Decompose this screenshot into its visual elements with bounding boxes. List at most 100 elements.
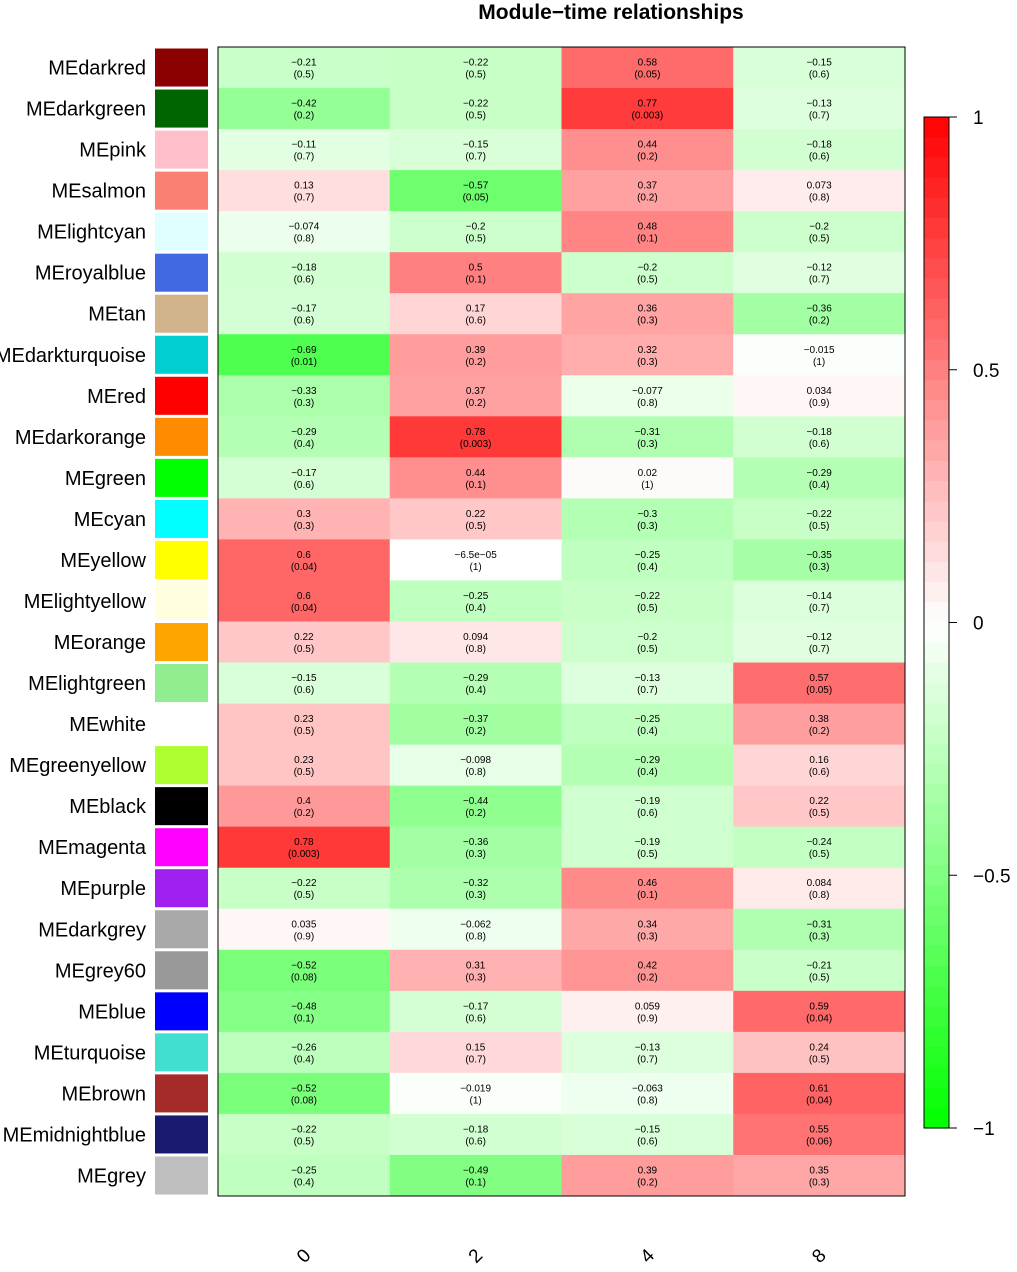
legend-color-step	[924, 561, 949, 583]
cell-correlation-label: −0.69	[291, 345, 317, 356]
column-labels: 0 2 4 8	[293, 1245, 831, 1268]
heatmap-cell	[218, 1031, 391, 1074]
column-label: 0	[293, 1245, 315, 1267]
cell-correlation-label: −0.12	[806, 632, 832, 643]
heatmap-cell	[733, 416, 906, 458]
cell-correlation-label: −0.29	[291, 427, 317, 438]
column-label: 2	[465, 1245, 487, 1267]
cell-correlation-label: 0.59	[809, 1001, 829, 1012]
legend-color-step	[924, 642, 949, 664]
cell-correlation-label: −0.42	[291, 99, 317, 110]
cell-pvalue-label: (0.7)	[294, 152, 315, 163]
legend-color-step	[924, 501, 949, 522]
cell-correlation-label: −0.37	[463, 714, 489, 725]
heatmap-cell	[561, 47, 734, 89]
legend-color-step	[924, 1107, 949, 1129]
heatmap-cell	[733, 498, 906, 540]
legend-tick-label: 0.5	[973, 361, 999, 382]
heatmap-cell	[218, 252, 391, 294]
legend-color-step	[924, 683, 949, 704]
cell-correlation-label: −0.15	[463, 140, 489, 151]
cell-pvalue-label: (0.4)	[294, 1054, 315, 1065]
heatmap-cell	[218, 293, 391, 335]
cell-correlation-label: 0.55	[809, 1124, 829, 1135]
heatmap-cell	[561, 703, 734, 746]
cell-pvalue-label: (0.2)	[294, 111, 315, 122]
heatmap-cell	[733, 1031, 906, 1074]
legend-color-step	[924, 764, 949, 785]
cell-correlation-label: 0.16	[809, 755, 829, 766]
legend-color-step	[924, 703, 949, 725]
heatmap-cell	[389, 990, 562, 1033]
heatmap-cell	[733, 908, 906, 951]
cell-correlation-label: −6.5e−05	[454, 550, 497, 561]
cell-pvalue-label: (0.3)	[809, 931, 830, 942]
cell-correlation-label: −0.3	[638, 509, 658, 520]
cell-correlation-label: 0.059	[635, 1001, 660, 1012]
heatmap-cell	[218, 867, 391, 910]
heatmap-cell	[733, 744, 906, 787]
cell-pvalue-label: (0.7)	[465, 1054, 486, 1065]
heatmap-cell	[218, 908, 391, 951]
column-label: 4	[637, 1245, 660, 1268]
heatmap-cell	[561, 908, 734, 951]
cell-correlation-label: 0.4	[297, 796, 311, 807]
heatmap-cell	[561, 375, 734, 417]
legend-color-step	[924, 844, 949, 866]
cell-pvalue-label: (0.5)	[809, 1054, 830, 1065]
legend-color-step	[924, 1026, 949, 1048]
row-label: MEcyan	[74, 509, 146, 531]
heatmap-cell	[733, 1113, 906, 1156]
cell-pvalue-label: (0.003)	[460, 439, 492, 450]
row-label: MEmidnightblue	[3, 1124, 146, 1146]
heatmap-cell	[561, 293, 734, 335]
heatmap-cell	[733, 47, 906, 89]
heatmap-cell	[733, 170, 906, 212]
heatmap-cell	[389, 47, 562, 89]
module-swatch-MEtan	[155, 294, 208, 333]
cell-pvalue-label: (0.5)	[809, 849, 830, 860]
cell-correlation-label: 0.22	[809, 796, 829, 807]
cell-pvalue-label: (0.2)	[465, 808, 486, 819]
cell-correlation-label: 0.5	[469, 263, 483, 274]
legend-tick-label: −0.5	[973, 866, 1011, 887]
heatmap-cell	[218, 170, 391, 212]
cell-correlation-label: 0.35	[809, 1165, 829, 1176]
module-swatch-MEwhite	[155, 705, 208, 744]
cell-correlation-label: 0.48	[638, 222, 658, 233]
heatmap-cell	[733, 867, 906, 910]
cell-correlation-label: −0.2	[466, 222, 486, 233]
heatmap-cell	[561, 1113, 734, 1156]
cell-correlation-label: −0.49	[463, 1165, 489, 1176]
legend-color-step	[924, 521, 949, 543]
heatmap-cell	[561, 457, 734, 499]
legend-color-step	[924, 804, 949, 826]
heatmap-cell	[389, 908, 562, 951]
module-swatch-MEmagenta	[155, 828, 208, 867]
cell-pvalue-label: (0.9)	[637, 1013, 658, 1024]
row-label: MEyellow	[60, 550, 146, 572]
cell-correlation-label: 0.6	[297, 550, 311, 561]
cell-correlation-label: −0.22	[806, 509, 832, 520]
module-swatch-MElightcyan	[155, 212, 208, 251]
legend-color-step	[924, 865, 949, 886]
heatmap-cell	[218, 539, 391, 581]
heatmap-cell	[733, 539, 906, 581]
cell-correlation-label: 0.39	[638, 1165, 658, 1176]
cell-pvalue-label: (0.8)	[809, 890, 830, 901]
cell-pvalue-label: (0.7)	[809, 603, 830, 614]
cell-pvalue-label: (0.2)	[465, 398, 486, 409]
cell-pvalue-label: (0.6)	[294, 685, 315, 696]
heatmap-cell	[218, 457, 391, 499]
cell-correlation-label: 0.57	[809, 673, 829, 684]
cell-pvalue-label: (0.6)	[294, 316, 315, 327]
legend-color-step	[924, 137, 949, 159]
cell-pvalue-label: (0.9)	[294, 931, 315, 942]
cell-correlation-label: −0.32	[463, 878, 489, 889]
heatmap-cell	[218, 88, 391, 130]
heatmap-cell	[389, 293, 562, 335]
legend-color-step	[924, 622, 949, 644]
cell-correlation-label: 0.44	[638, 140, 658, 151]
module-swatch-MEorange	[155, 623, 208, 662]
heatmap-cell	[733, 252, 906, 294]
